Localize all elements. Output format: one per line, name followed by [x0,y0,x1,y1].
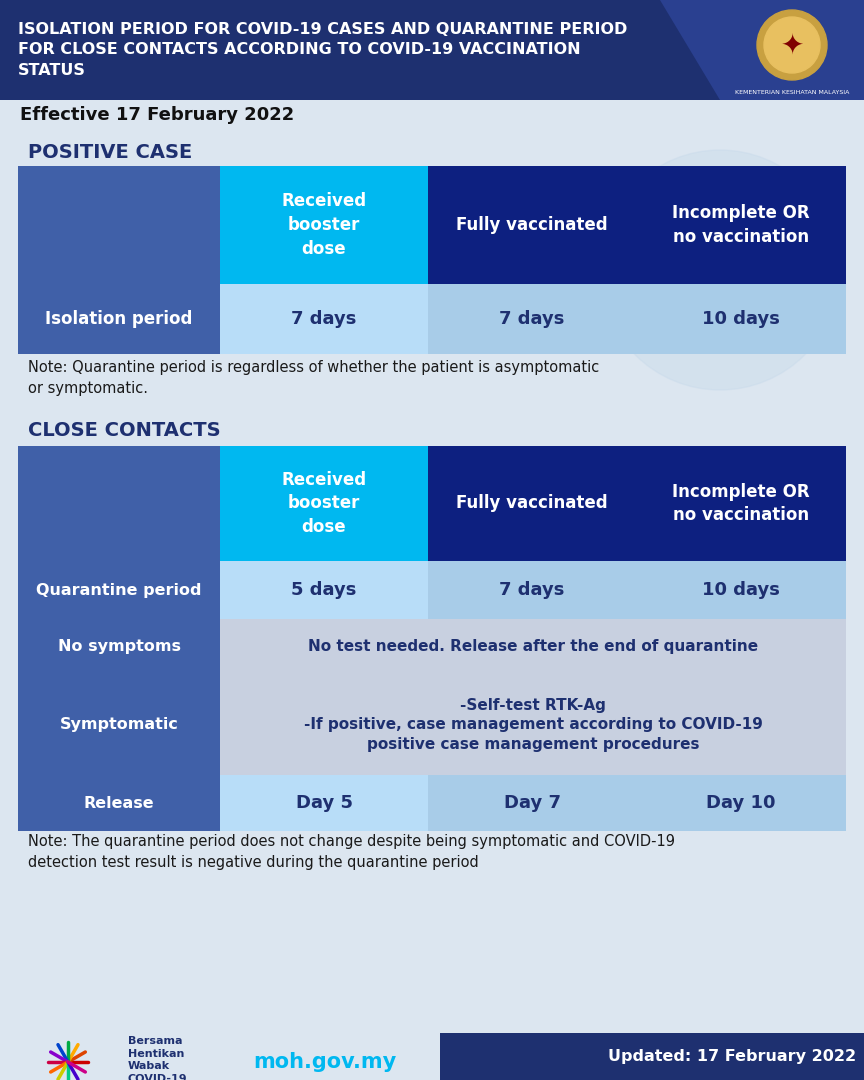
Text: ISOLATION PERIOD FOR COVID-19 CASES AND QUARANTINE PERIOD
FOR CLOSE CONTACTS ACC: ISOLATION PERIOD FOR COVID-19 CASES AND … [18,22,627,78]
Bar [220,675,846,775]
Bar [18,775,220,831]
Bar [18,446,220,561]
Bar [18,619,220,675]
Text: 5 days: 5 days [291,581,357,599]
Bar [636,284,846,354]
Bar [636,561,846,619]
Bar [18,675,220,775]
Text: Note: Quarantine period is regardless of whether the patient is asymptomatic
or : Note: Quarantine period is regardless of… [28,360,600,396]
Bar [220,775,428,831]
Text: KEMENTERIAN KESIHATAN MALAYSIA: KEMENTERIAN KESIHATAN MALAYSIA [734,91,849,95]
Text: 7 days: 7 days [499,581,565,599]
Text: Effective 17 February 2022: Effective 17 February 2022 [20,106,295,124]
FancyBboxPatch shape [18,446,846,831]
Bar [428,775,636,831]
Bar [18,166,220,284]
Bar [428,561,636,619]
Circle shape [600,150,840,390]
Text: 10 days: 10 days [702,310,780,328]
Text: moh.gov.my: moh.gov.my [253,1052,397,1072]
FancyBboxPatch shape [18,166,846,354]
Polygon shape [660,0,864,100]
Circle shape [757,10,827,80]
Text: Day 5: Day 5 [295,794,353,812]
Text: Day 7: Day 7 [504,794,561,812]
Text: Incomplete OR
no vaccination: Incomplete OR no vaccination [672,483,810,524]
Bar [636,446,846,561]
Bar [428,166,636,284]
Text: Incomplete OR
no vaccination: Incomplete OR no vaccination [672,204,810,246]
Text: Release: Release [84,796,155,810]
Text: 7 days: 7 days [291,310,357,328]
Bar [18,284,220,354]
Bar [18,561,220,619]
Bar [428,284,636,354]
Text: Fully vaccinated: Fully vaccinated [456,216,607,234]
Text: Received
booster
dose: Received booster dose [282,471,366,536]
Bar [428,446,636,561]
Bar [220,166,428,284]
Text: Symptomatic: Symptomatic [60,717,179,732]
Text: Fully vaccinated: Fully vaccinated [456,495,607,513]
Circle shape [764,17,820,73]
Text: Note: The quarantine period does not change despite being symptomatic and COVID-: Note: The quarantine period does not cha… [28,834,675,870]
Bar [440,1032,864,1080]
Bar [220,284,428,354]
Bar [220,619,846,675]
Bar [220,446,428,561]
Text: Isolation period: Isolation period [45,310,193,328]
Bar [220,561,428,619]
Text: No symptoms: No symptoms [58,639,181,654]
Bar [0,0,864,100]
Text: Updated: 17 February 2022: Updated: 17 February 2022 [608,1049,856,1064]
Text: 7 days: 7 days [499,310,565,328]
Text: Quarantine period: Quarantine period [36,582,202,597]
Text: -Self-test RTK-Ag
-If positive, case management according to COVID-19
positive c: -Self-test RTK-Ag -If positive, case man… [303,698,762,753]
Bar [636,166,846,284]
Text: ✦: ✦ [780,31,804,59]
Text: Bersama
Hentikan
Wabak
COVID-19: Bersama Hentikan Wabak COVID-19 [128,1037,187,1080]
Text: Day 10: Day 10 [706,794,776,812]
Text: POSITIVE CASE: POSITIVE CASE [28,143,193,162]
Text: Received
booster
dose: Received booster dose [282,192,366,258]
Text: CLOSE CONTACTS: CLOSE CONTACTS [28,420,220,440]
Text: 10 days: 10 days [702,581,780,599]
Circle shape [70,570,230,730]
Bar [636,775,846,831]
Text: No test needed. Release after the end of quarantine: No test needed. Release after the end of… [308,639,758,654]
